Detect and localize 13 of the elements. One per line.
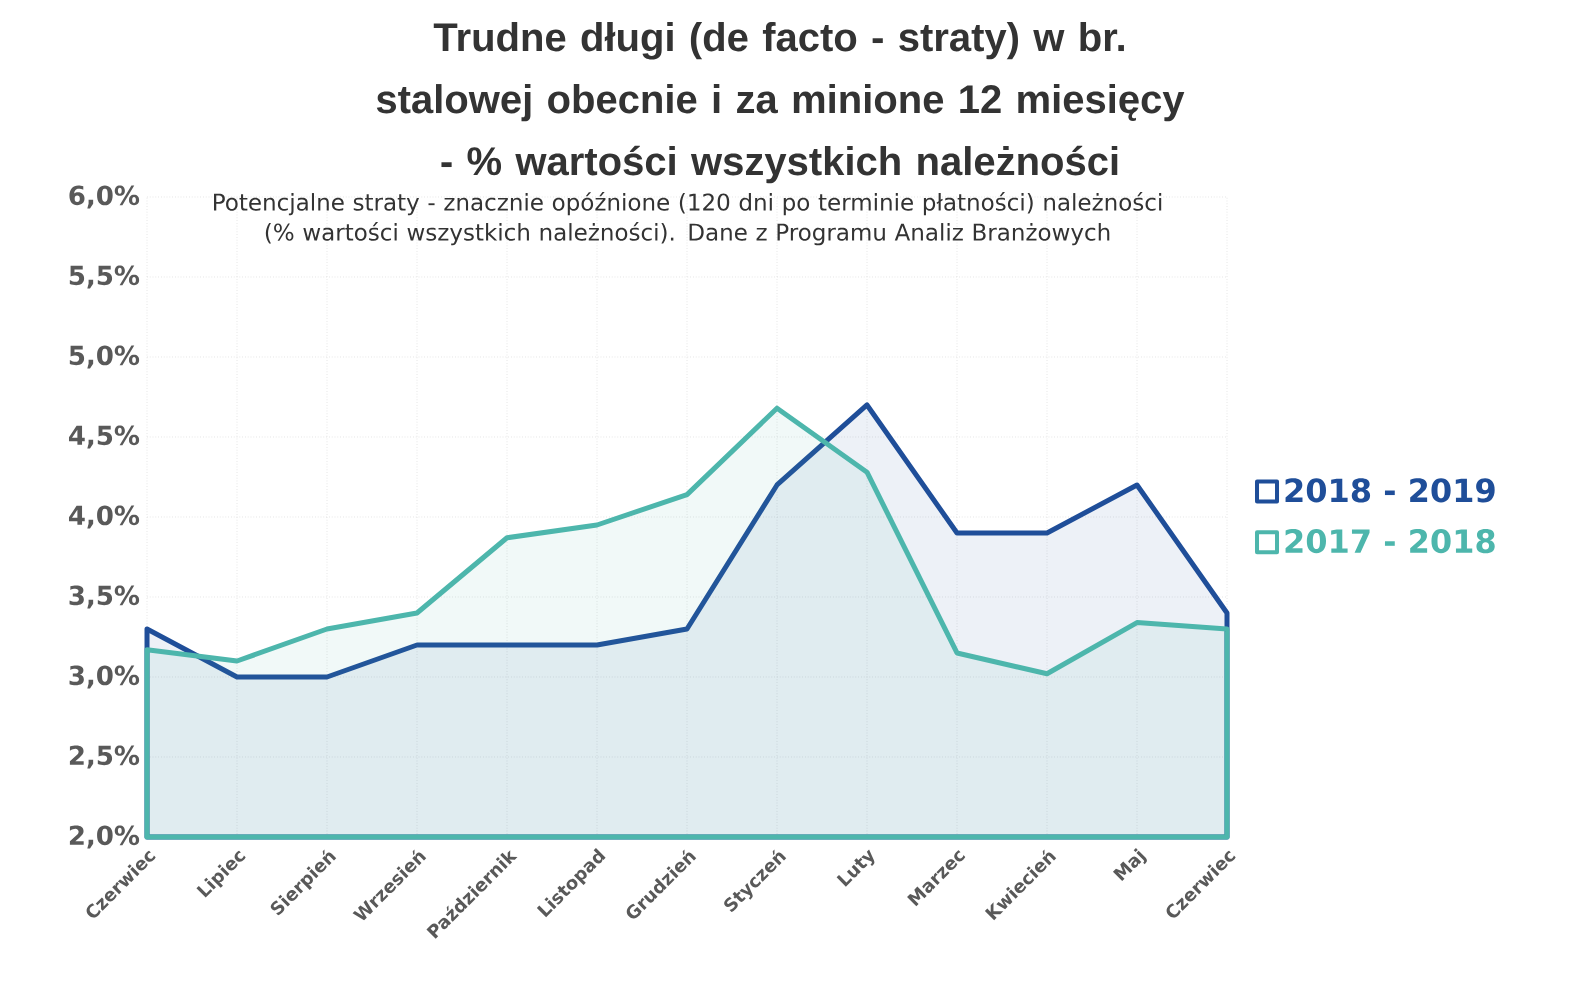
legend-label: 2018 - 2019 bbox=[1285, 478, 1495, 503]
y-tick-label: 2,5% bbox=[69, 745, 140, 769]
y-tick-label: 5,0% bbox=[69, 345, 140, 369]
y-tick-label: 6,0% bbox=[69, 185, 140, 209]
y-tick-label: 3,0% bbox=[69, 665, 140, 689]
legend-label: 2017 - 2018 bbox=[1285, 529, 1495, 554]
y-tick-label: 2,0% bbox=[69, 825, 140, 849]
y-tick-label: 3,5% bbox=[69, 585, 140, 609]
y-tick-label: 5,5% bbox=[69, 265, 140, 289]
y-tick-label: 4,0% bbox=[68, 505, 140, 529]
y-tick-label: 4,5% bbox=[68, 425, 140, 449]
chart-subtitle: Potencjalne straty - znacznie opóźnione (120 dni po terminie płatności) należności (% wartości wszystkich należności). Dane z Programu Analiz Branżowych bbox=[214, 192, 1162, 246]
chart-title: Trudne długi (de facto - straty) w br. stalowej obecnie i za minione 12 miesięcy - % wartości wszystkich należności bbox=[376, 22, 1185, 184]
